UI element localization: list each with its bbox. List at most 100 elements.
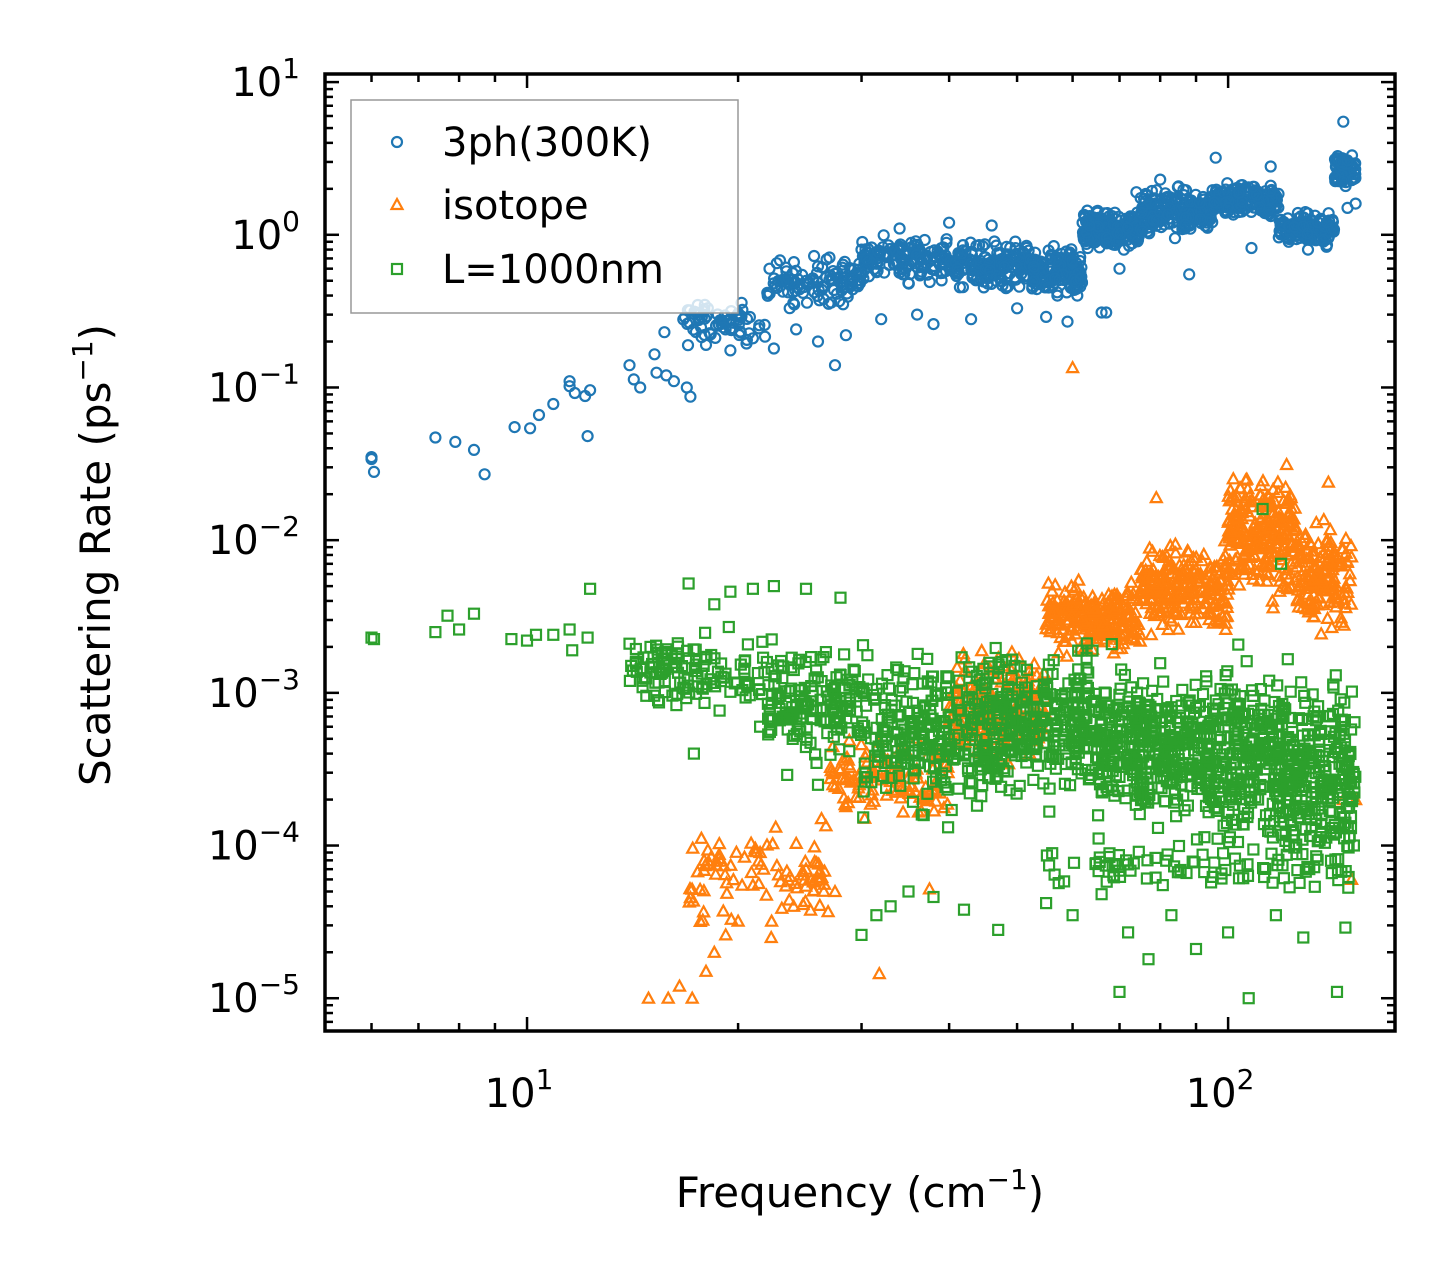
data-point	[1269, 909, 1283, 922]
data-point	[687, 747, 701, 760]
data-point	[1297, 931, 1310, 944]
data-point	[648, 348, 661, 361]
data-point	[1121, 609, 1136, 624]
data-point	[1335, 156, 1348, 169]
data-point	[926, 803, 942, 817]
data-point	[1246, 180, 1260, 193]
series-3ph-300k-	[365, 115, 1362, 481]
data-point	[798, 878, 814, 892]
data-point	[1087, 617, 1102, 631]
data-point	[1213, 196, 1226, 209]
data-point	[1225, 471, 1241, 485]
x-tick-label: 101	[485, 1063, 554, 1117]
data-point	[952, 782, 965, 795]
data-point	[893, 222, 906, 235]
data-point	[711, 835, 727, 850]
data-point	[429, 431, 442, 444]
data-point	[1039, 896, 1053, 910]
data-point	[718, 927, 734, 941]
data-point	[1085, 588, 1100, 602]
data-point	[696, 883, 712, 897]
data-point	[781, 768, 794, 782]
data-point	[1056, 593, 1072, 607]
data-point	[1284, 685, 1297, 698]
data-point	[773, 254, 787, 267]
data-point	[1073, 589, 1089, 603]
data-point	[695, 912, 711, 926]
data-point	[966, 271, 979, 284]
data-point	[835, 752, 851, 766]
data-point	[627, 373, 640, 386]
data-point	[689, 325, 703, 339]
data-point	[1154, 173, 1167, 186]
data-point	[1168, 545, 1184, 559]
data-point	[1175, 563, 1191, 578]
data-point	[717, 321, 730, 334]
data-point	[823, 251, 836, 264]
data-point	[1113, 985, 1126, 999]
data-point	[743, 835, 759, 849]
data-point	[1247, 843, 1260, 856]
data-point	[764, 913, 779, 927]
data-point	[856, 639, 870, 652]
data-point	[566, 644, 579, 657]
data-point	[1179, 218, 1192, 231]
data-point	[1341, 154, 1354, 167]
data-point	[429, 625, 442, 639]
data-point	[1041, 575, 1056, 589]
data-point	[1117, 243, 1131, 256]
data-point	[1142, 953, 1155, 966]
data-point	[914, 254, 927, 267]
data-point	[1139, 553, 1155, 567]
data-point	[853, 736, 869, 751]
data-point	[729, 844, 744, 858]
data-point	[1194, 213, 1207, 226]
data-point	[583, 384, 597, 397]
data-point	[744, 864, 759, 879]
data-point	[650, 366, 663, 379]
data-point	[1066, 909, 1079, 922]
data-point	[812, 283, 825, 296]
data-point	[977, 275, 990, 288]
data-point	[1159, 187, 1172, 200]
data-point	[871, 245, 885, 258]
data-point	[1083, 219, 1096, 232]
data-point	[1327, 681, 1340, 694]
data-point	[1009, 235, 1022, 248]
data-point	[547, 628, 560, 641]
data-point	[563, 375, 576, 388]
data-point	[935, 274, 948, 287]
data-point	[763, 262, 776, 275]
data-point	[908, 666, 921, 680]
data-point	[523, 422, 537, 435]
data-point	[684, 881, 700, 895]
data-point	[699, 338, 713, 351]
data-point	[719, 885, 735, 899]
data-point	[684, 390, 697, 403]
data-point	[799, 582, 813, 595]
data-point	[1301, 227, 1314, 240]
data-point	[723, 857, 739, 871]
data-point	[812, 897, 828, 912]
data-point	[1038, 620, 1054, 635]
data-point	[889, 258, 902, 271]
data-point	[1065, 359, 1080, 374]
data-point	[831, 780, 847, 795]
data-point	[1027, 773, 1040, 787]
y-tick-label: 10−2	[208, 510, 300, 564]
data-point	[1066, 254, 1079, 268]
data-point	[1162, 537, 1178, 552]
data-point	[855, 243, 868, 256]
data-point	[1330, 985, 1344, 999]
data-point	[1070, 590, 1085, 604]
data-point	[449, 435, 462, 448]
data-point	[1082, 232, 1095, 246]
data-point	[1170, 621, 1186, 635]
data-point	[763, 287, 776, 300]
data-point	[1154, 657, 1167, 670]
data-point	[1193, 196, 1206, 209]
data-point	[715, 903, 731, 917]
data-point	[467, 443, 481, 456]
data-point	[949, 256, 962, 269]
data-point	[992, 923, 1005, 937]
